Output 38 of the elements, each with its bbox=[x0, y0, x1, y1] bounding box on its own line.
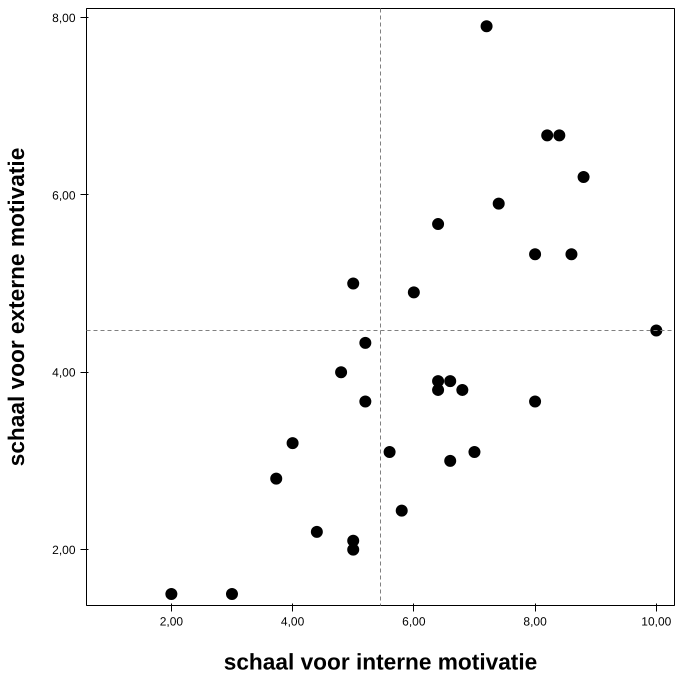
x-tick-label: 10,00 bbox=[641, 614, 672, 628]
point bbox=[165, 588, 178, 600]
point bbox=[444, 454, 456, 467]
y-tick-label: 4,00 bbox=[52, 366, 76, 380]
x-tick-label: 4,00 bbox=[280, 614, 305, 628]
point bbox=[456, 384, 468, 396]
point bbox=[529, 248, 542, 260]
point bbox=[408, 286, 420, 298]
point bbox=[396, 504, 408, 517]
point bbox=[359, 336, 372, 349]
x-tick-label: 6,00 bbox=[402, 614, 426, 628]
point bbox=[432, 218, 444, 230]
point bbox=[578, 171, 590, 184]
point bbox=[286, 437, 299, 450]
point bbox=[650, 324, 662, 336]
point bbox=[541, 129, 554, 142]
point bbox=[359, 395, 372, 408]
point bbox=[310, 526, 323, 538]
x-tick-label: 2,00 bbox=[160, 614, 184, 628]
point bbox=[468, 446, 480, 458]
point bbox=[347, 544, 360, 556]
y-tick-label: 8,00 bbox=[52, 10, 76, 25]
point bbox=[553, 129, 566, 142]
point bbox=[480, 20, 493, 32]
point bbox=[384, 446, 396, 458]
y-tick-label: 2,00 bbox=[52, 543, 76, 558]
point bbox=[335, 366, 348, 378]
point bbox=[492, 198, 505, 210]
point bbox=[444, 375, 456, 388]
point bbox=[529, 395, 542, 408]
point bbox=[565, 248, 578, 260]
y-tick-label: 6,00 bbox=[52, 188, 76, 202]
point bbox=[347, 278, 360, 290]
x-tick-label: 8,00 bbox=[523, 614, 548, 628]
point bbox=[270, 472, 282, 485]
x-axis-title: schaal voor interne motivatie bbox=[224, 648, 538, 674]
point bbox=[226, 588, 238, 600]
y-axis-title: schaal voor externe motivatie bbox=[3, 148, 30, 466]
